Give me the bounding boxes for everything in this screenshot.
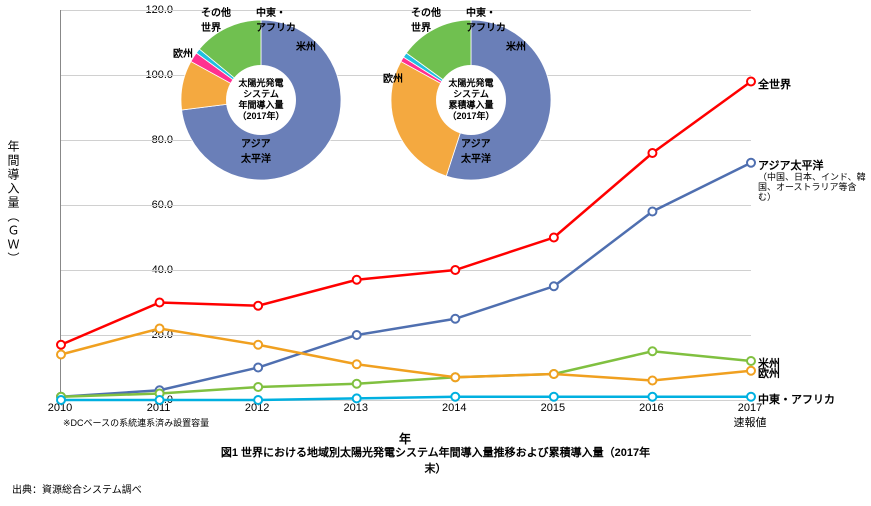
marker-europe (57, 351, 65, 359)
marker-world (353, 276, 361, 284)
xtick-label: 2016 (639, 402, 663, 414)
chart-area: 太陽光発電システム年間導入量（2017年）アジア太平洋欧州その他世界中東・アフリ… (60, 10, 750, 400)
donut-center-label: 太陽光発電システム年間導入量（2017年） (226, 65, 296, 135)
figure-caption: 図1 世界における地域別太陽光発電システム年間導入量推移および累積導入量（201… (218, 444, 654, 476)
marker-asia (550, 282, 558, 290)
series-label-europe: 欧州 (758, 365, 780, 381)
series-label-asia: アジア太平洋（中国、日本、インド、韓国、オーストラリア等含む） (758, 157, 868, 203)
marker-asia (747, 159, 755, 167)
marker-world (550, 234, 558, 242)
series-label-mea: 中東・アフリカ (758, 391, 835, 407)
series-asia (61, 163, 751, 397)
donut-slice-label: 欧州 (173, 45, 193, 60)
xtick-label: 2013 (343, 402, 367, 414)
marker-americas (648, 347, 656, 355)
donut-slice-label: アジア太平洋 (241, 135, 271, 165)
marker-mea (57, 396, 65, 404)
y-axis-label: 年間導入量（ＧＷ） (5, 140, 22, 266)
plot-area: 太陽光発電システム年間導入量（2017年）アジア太平洋欧州その他世界中東・アフリ… (60, 10, 751, 401)
marker-mea (156, 396, 164, 404)
donut-chart-1: 太陽光発電システム累積導入量（2017年）アジア太平洋欧州その他世界中東・アフリ… (391, 20, 551, 180)
marker-mea (451, 393, 459, 401)
marker-europe (254, 341, 262, 349)
marker-europe (648, 377, 656, 385)
marker-world (57, 341, 65, 349)
donut-slice-label: その他世界 (411, 4, 441, 34)
footnote-dc: ※DCベースの系統連系済み設置容量 (63, 416, 209, 429)
donut-slice-label: その他世界 (201, 4, 231, 34)
marker-mea (353, 394, 361, 402)
marker-americas (254, 383, 262, 391)
marker-world (451, 266, 459, 274)
marker-europe (156, 325, 164, 333)
marker-asia (353, 331, 361, 339)
marker-mea (254, 396, 262, 404)
donut-slice-label: 中東・アフリカ (256, 4, 296, 34)
donut-slice-label: アジア太平洋 (461, 135, 491, 165)
marker-europe (451, 373, 459, 381)
xtick-extra-label: 速報値 (734, 414, 767, 430)
marker-asia (451, 315, 459, 323)
marker-mea (550, 393, 558, 401)
marker-americas (353, 380, 361, 388)
marker-europe (550, 370, 558, 378)
donut-slice-label: 中東・アフリカ (466, 4, 506, 34)
marker-asia (254, 364, 262, 372)
marker-americas (747, 357, 755, 365)
marker-world (747, 78, 755, 86)
donut-slice-label: 米州 (296, 38, 316, 53)
donut-slice-label: 米州 (506, 38, 526, 53)
marker-world (648, 149, 656, 157)
marker-world (254, 302, 262, 310)
marker-europe (747, 367, 755, 375)
marker-world (156, 299, 164, 307)
series-label-world: 全世界 (758, 76, 791, 92)
xtick-label: 2014 (442, 402, 466, 414)
marker-europe (353, 360, 361, 368)
series-europe (61, 329, 751, 381)
source-text: 出典：資源総合システム調べ (12, 481, 142, 496)
donut-chart-0: 太陽光発電システム年間導入量（2017年）アジア太平洋欧州その他世界中東・アフリ… (181, 20, 341, 180)
donut-center-label: 太陽光発電システム累積導入量（2017年） (436, 65, 506, 135)
xtick-label: 2015 (541, 402, 565, 414)
marker-mea (747, 393, 755, 401)
donut-slice-label: 欧州 (383, 70, 403, 85)
marker-mea (648, 393, 656, 401)
marker-asia (648, 208, 656, 216)
